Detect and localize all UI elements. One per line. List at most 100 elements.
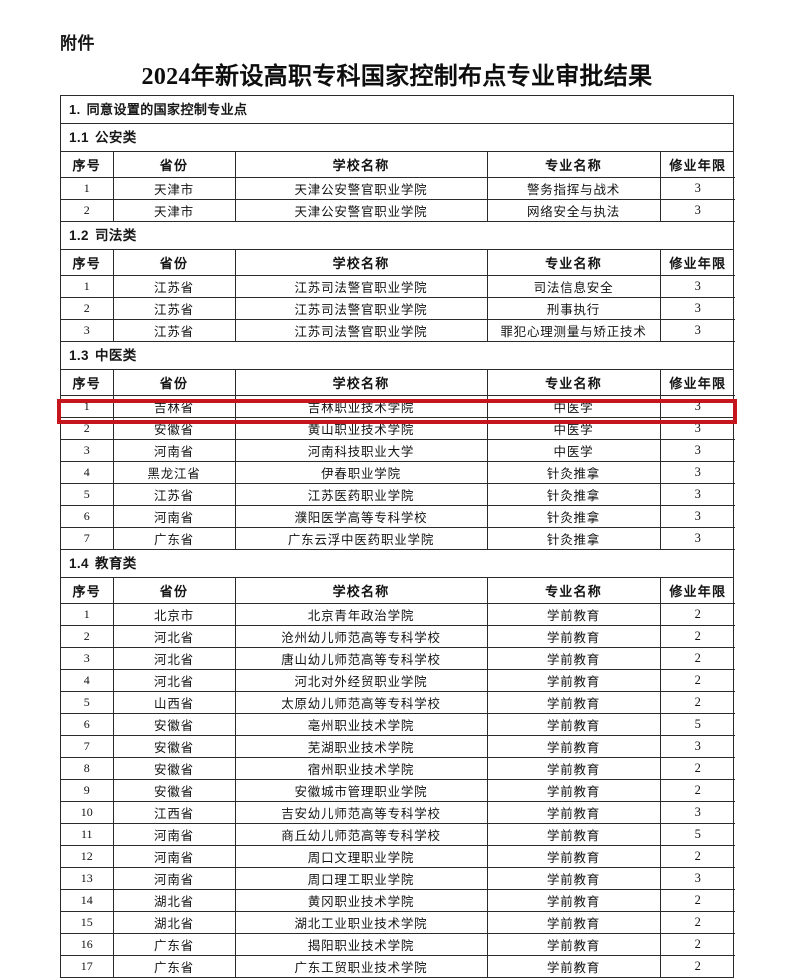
cell-index: 11 (61, 823, 114, 846)
cell-index: 3 (61, 439, 114, 462)
cell-province: 河南省 (112, 439, 236, 462)
cell-index: 17 (61, 955, 114, 977)
cell-index: 4 (61, 669, 114, 692)
cell-province: 河北省 (112, 647, 236, 670)
column-header-school: 学校名称 (234, 250, 488, 276)
table-row: 4 黑龙江省 伊春职业学院 针灸推拿 3 (61, 461, 735, 484)
table-row: 6 河南省 濮阳医学高等专科学校 针灸推拿 3 (61, 505, 735, 528)
column-header-index: 序号 (61, 370, 114, 396)
cell-province: 河南省 (112, 505, 236, 528)
cell-school: 江苏司法警官职业学院 (234, 297, 488, 320)
table-section-1-1: 序号 省份 学校名称 专业名称 修业年限 1 天津市 天津公安警官职业学院 警务指挥与战术 3 2 天… (61, 152, 735, 222)
cell-major: 学前教育 (486, 713, 661, 736)
cell-province: 江苏省 (112, 297, 236, 320)
section-number: 1.3 (69, 348, 89, 363)
cell-province: 河南省 (112, 823, 236, 846)
cell-province: 河北省 (112, 625, 236, 648)
section-number: 1.2 (69, 228, 89, 243)
cell-school: 周口理工职业学院 (234, 867, 488, 890)
column-header-years: 修业年限 (659, 250, 735, 276)
cell-index: 1 (61, 177, 114, 200)
cell-province: 安徽省 (112, 757, 236, 780)
cell-years: 3 (659, 395, 735, 418)
cell-years: 3 (659, 735, 735, 758)
cell-province: 河北省 (112, 669, 236, 692)
cell-major: 针灸推拿 (486, 527, 661, 550)
table-row: 9 安徽省 安徽城市管理职业学院 学前教育 2 (61, 779, 735, 802)
cell-school: 濮阳医学高等专科学校 (234, 505, 488, 528)
cell-years: 2 (659, 625, 735, 648)
cell-school: 宿州职业技术学院 (234, 757, 488, 780)
column-header-province: 省份 (112, 250, 236, 276)
column-header-years: 修业年限 (659, 152, 735, 178)
table-row: 2 江苏省 江苏司法警官职业学院 刑事执行 3 (61, 297, 735, 320)
cell-index: 6 (61, 505, 114, 528)
cell-years: 3 (659, 505, 735, 528)
cell-index: 1 (61, 275, 114, 298)
column-header-major: 专业名称 (486, 370, 661, 396)
cell-province: 江西省 (112, 801, 236, 824)
cell-province: 天津市 (112, 199, 236, 222)
cell-major: 学前教育 (486, 647, 661, 670)
cell-major: 刑事执行 (486, 297, 661, 320)
approval-results-frame: 1. 同意设置的国家控制专业点 1.1 公安类 序号 省份 学校名称 专业名称 修业年限 1 天津… (60, 95, 735, 978)
table-row: 12 河南省 周口文理职业学院 学前教育 2 (61, 845, 735, 868)
section-header-1-1: 1.1 公安类 (61, 124, 733, 152)
table-row: 1 江苏省 江苏司法警官职业学院 司法信息安全 3 (61, 275, 735, 298)
cell-school: 芜湖职业技术学院 (234, 735, 488, 758)
cell-province: 安徽省 (112, 417, 236, 440)
cell-school: 黄冈职业技术学院 (234, 889, 488, 912)
table-row: 1 吉林省 吉林职业技术学院 中医学 3 (61, 395, 735, 418)
table-header-row: 序号 省份 学校名称 专业名称 修业年限 (61, 370, 735, 396)
section-number: 1.4 (69, 556, 89, 571)
table-header-row: 序号 省份 学校名称 专业名称 修业年限 (61, 152, 735, 178)
cell-major: 网络安全与执法 (486, 199, 661, 222)
cell-index: 13 (61, 867, 114, 890)
cell-school: 伊春职业学院 (234, 461, 488, 484)
cell-school: 广东云浮中医药职业学院 (234, 527, 488, 550)
table-row: 17 广东省 广东工贸职业技术学院 学前教育 2 (61, 955, 735, 977)
cell-province: 广东省 (112, 955, 236, 977)
cell-school: 吉安幼儿师范高等专科学校 (234, 801, 488, 824)
cell-major: 中医学 (486, 417, 661, 440)
cell-index: 6 (61, 713, 114, 736)
cell-school: 黄山职业技术学院 (234, 417, 488, 440)
column-header-years: 修业年限 (659, 370, 735, 396)
table-row: 3 河北省 唐山幼儿师范高等专科学校 学前教育 2 (61, 647, 735, 670)
cell-years: 2 (659, 779, 735, 802)
cell-index: 15 (61, 911, 114, 934)
cell-school: 江苏司法警官职业学院 (234, 319, 488, 342)
table-row: 5 山西省 太原幼儿师范高等专科学校 学前教育 2 (61, 691, 735, 714)
table-row: 5 江苏省 江苏医药职业学院 针灸推拿 3 (61, 483, 735, 506)
cell-years: 3 (659, 801, 735, 824)
cell-school: 唐山幼儿师范高等专科学校 (234, 647, 488, 670)
cell-years: 5 (659, 823, 735, 846)
cell-major: 学前教育 (486, 933, 661, 956)
cell-province: 广东省 (112, 933, 236, 956)
cell-years: 3 (659, 867, 735, 890)
table-row: 2 安徽省 黄山职业技术学院 中医学 3 (61, 417, 735, 440)
table-row: 3 河南省 河南科技职业大学 中医学 3 (61, 439, 735, 462)
cell-province: 江苏省 (112, 483, 236, 506)
section-label: 中医类 (94, 348, 137, 363)
cell-school: 天津公安警官职业学院 (234, 177, 488, 200)
cell-years: 2 (659, 603, 735, 626)
cell-province: 吉林省 (112, 395, 236, 418)
cell-index: 14 (61, 889, 114, 912)
cell-school: 河南科技职业大学 (234, 439, 488, 462)
section-1-number: 1. (69, 102, 81, 117)
cell-major: 中医学 (486, 439, 661, 462)
cell-school: 沧州幼儿师范高等专科学校 (234, 625, 488, 648)
cell-major: 针灸推拿 (486, 483, 661, 506)
cell-index: 2 (61, 297, 114, 320)
cell-years: 3 (659, 199, 735, 222)
column-header-province: 省份 (112, 578, 236, 604)
cell-years: 3 (659, 483, 735, 506)
cell-school: 江苏医药职业学院 (234, 483, 488, 506)
column-header-major: 专业名称 (486, 578, 661, 604)
cell-major: 学前教育 (486, 911, 661, 934)
attachment-label: 附件 (60, 34, 95, 53)
column-header-province: 省份 (112, 370, 236, 396)
cell-index: 1 (61, 395, 114, 418)
cell-province: 北京市 (112, 603, 236, 626)
